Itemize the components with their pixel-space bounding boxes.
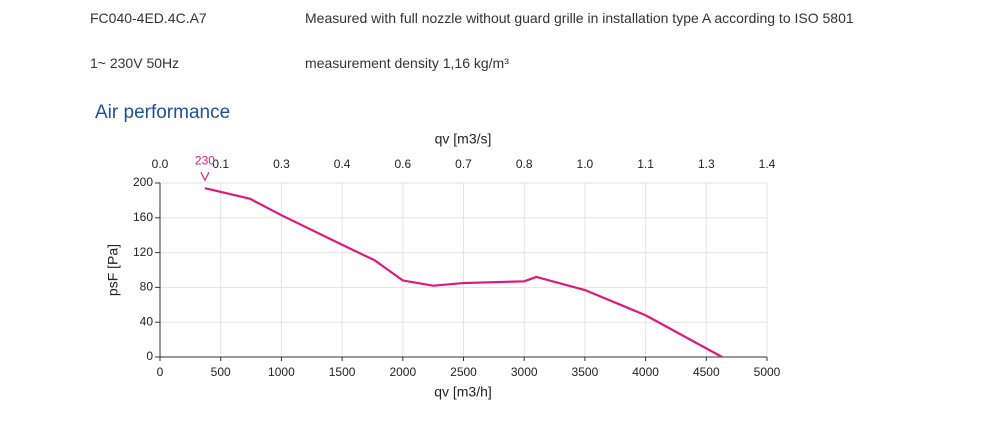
y-tick-label: 160 (133, 210, 153, 224)
supply: 1~ 230V 50Hz (90, 55, 180, 71)
x-axis-title: qv [m3/h] (434, 384, 492, 400)
measurement-note: Measured with full nozzle without guard … (305, 10, 854, 26)
x2-tick-label: 1.0 (577, 157, 594, 171)
x2-tick-label: 0.4 (334, 157, 351, 171)
y-tick-label: 0 (146, 349, 153, 363)
x2-tick-label: 0.1 (212, 157, 229, 171)
y-axis-title: psF [Pa] (105, 244, 121, 296)
x-tick-label: 3000 (511, 365, 538, 379)
x-tick-label: 2000 (389, 365, 416, 379)
x2-tick-label: 0.0 (152, 157, 169, 171)
x2-tick-label: 1.4 (759, 157, 776, 171)
x2-tick-label: 0.6 (394, 157, 411, 171)
x-tick-label: 3500 (572, 365, 599, 379)
y-tick-label: 200 (133, 175, 153, 189)
x-tick-label: 2500 (450, 365, 477, 379)
x-tick-label: 4500 (693, 365, 720, 379)
annotation: 230 (195, 153, 215, 167)
x2-tick-label: 0.8 (516, 157, 533, 171)
operating-marker (200, 171, 210, 182)
model: FC040-4ED.4C.A7 (90, 10, 207, 26)
x-tick-label: 5000 (754, 365, 781, 379)
x-tick-label: 0 (157, 365, 164, 379)
x-tick-label: 1000 (268, 365, 295, 379)
density: measurement density 1,16 kg/m³ (305, 55, 509, 71)
x-tick-label: 4000 (632, 365, 659, 379)
x-tick-label: 500 (211, 365, 231, 379)
section-title: Air performance (95, 102, 231, 123)
y-tick-label: 80 (140, 280, 154, 294)
x2-tick-label: 1.3 (698, 157, 715, 171)
series-line (204, 187, 723, 358)
y-tick-label: 120 (133, 245, 153, 259)
x2-tick-label: 1.1 (637, 157, 654, 171)
x2-tick-label: 0.7 (455, 157, 472, 171)
y-tick-label: 40 (140, 314, 154, 328)
x2-tick-label: 0.3 (273, 157, 290, 171)
x2-axis-title: qv [m3/s] (435, 131, 492, 147)
x-tick-label: 1500 (329, 365, 356, 379)
